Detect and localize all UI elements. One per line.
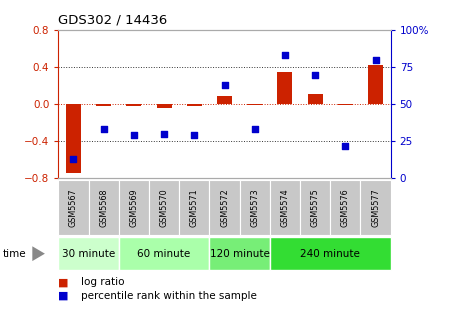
Bar (58, 180, 88, 235)
Text: GSM5575: GSM5575 (311, 188, 320, 227)
Bar (119, 180, 149, 235)
Bar (209, 237, 270, 270)
Bar (119, 237, 209, 270)
Bar (300, 180, 330, 235)
Bar (96, 104, 111, 106)
Point (372, 57, 379, 62)
Text: ■: ■ (58, 277, 69, 287)
Text: 30 minute: 30 minute (62, 249, 115, 259)
Point (191, 132, 198, 138)
Bar (270, 180, 300, 235)
Text: GSM5577: GSM5577 (371, 188, 380, 227)
Bar (187, 104, 202, 106)
Text: GDS302 / 14436: GDS302 / 14436 (58, 14, 167, 27)
Bar (157, 104, 172, 108)
Text: GSM5568: GSM5568 (99, 188, 108, 227)
Text: GSM5576: GSM5576 (341, 188, 350, 227)
Bar (308, 94, 323, 104)
Point (160, 131, 167, 136)
Bar (361, 180, 391, 235)
Bar (277, 72, 292, 104)
Bar (88, 180, 119, 235)
Bar (209, 180, 240, 235)
Text: GSM5571: GSM5571 (190, 188, 199, 227)
Point (130, 132, 137, 138)
Text: GSM5570: GSM5570 (159, 188, 168, 227)
Text: 60 minute: 60 minute (137, 249, 191, 259)
Text: time: time (2, 249, 26, 259)
Point (100, 127, 107, 132)
Text: GSM5573: GSM5573 (250, 188, 259, 227)
Point (342, 143, 349, 148)
Text: GSM5569: GSM5569 (129, 188, 138, 227)
Point (251, 127, 258, 132)
Bar (179, 180, 209, 235)
Text: GSM5572: GSM5572 (220, 188, 229, 227)
Text: 120 minute: 120 minute (210, 249, 269, 259)
Bar (58, 237, 119, 270)
Point (221, 82, 228, 88)
Point (70, 156, 77, 162)
Bar (368, 66, 383, 104)
Bar (126, 104, 141, 106)
Bar (149, 180, 179, 235)
Point (282, 53, 289, 58)
Bar (240, 180, 270, 235)
Text: ■: ■ (58, 291, 69, 301)
Text: log ratio: log ratio (81, 277, 124, 287)
Text: GSM5574: GSM5574 (281, 188, 290, 227)
Text: GSM5567: GSM5567 (69, 188, 78, 227)
Point (312, 72, 319, 77)
Bar (66, 104, 81, 173)
Bar (270, 237, 391, 270)
Text: 240 minute: 240 minute (300, 249, 360, 259)
Bar (247, 104, 262, 105)
Bar (330, 180, 361, 235)
Bar (338, 104, 353, 105)
Bar (217, 96, 232, 104)
Text: percentile rank within the sample: percentile rank within the sample (81, 291, 257, 301)
